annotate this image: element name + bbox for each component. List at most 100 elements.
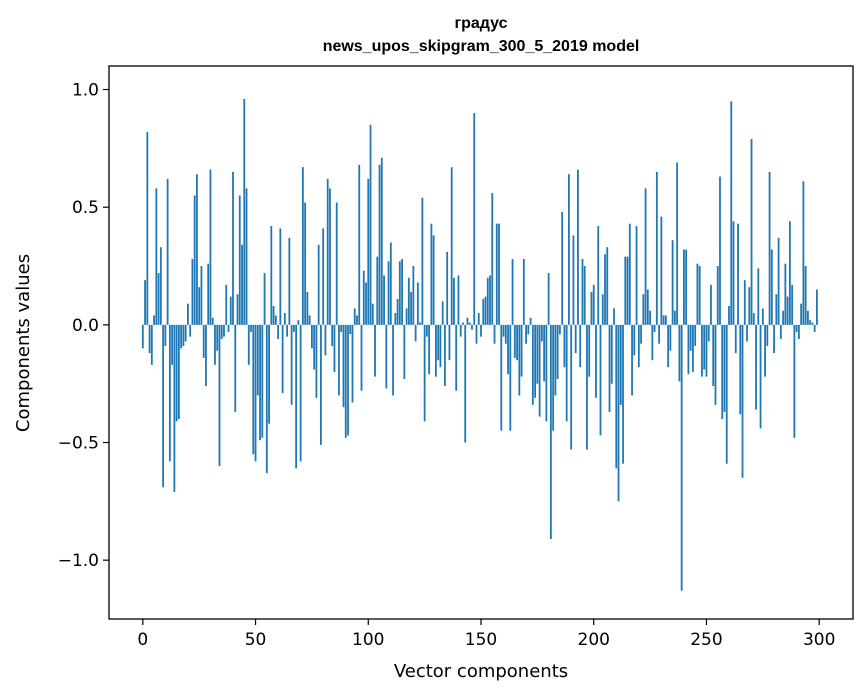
bar	[304, 202, 307, 325]
y-tick-label: −0.5	[58, 434, 99, 454]
bar	[236, 294, 239, 325]
bar	[678, 324, 681, 382]
bar	[750, 138, 753, 325]
bar	[493, 324, 496, 344]
x-tick-label: 100	[352, 630, 384, 650]
bar	[601, 294, 604, 325]
bar	[166, 178, 169, 325]
bar	[450, 167, 453, 325]
bar	[642, 294, 645, 325]
x-tick-label: 50	[245, 630, 267, 650]
bar	[581, 258, 584, 325]
bar	[419, 322, 422, 325]
bar	[714, 324, 717, 405]
bar	[462, 322, 464, 325]
bar	[265, 324, 268, 474]
bar	[613, 308, 615, 325]
bar	[507, 324, 509, 375]
bar	[398, 261, 401, 325]
bar	[326, 178, 329, 325]
bar	[698, 266, 701, 325]
bar	[385, 324, 388, 389]
bar	[628, 223, 631, 325]
bar	[775, 294, 778, 325]
bar	[155, 188, 158, 325]
bar	[522, 258, 525, 325]
bar	[223, 324, 225, 337]
bar	[705, 324, 708, 377]
bar	[509, 324, 512, 431]
bar	[184, 324, 187, 342]
chart-subtitle: news_upos_skipgram_300_5_2019 model	[323, 38, 640, 55]
bar	[813, 324, 816, 332]
bar	[730, 101, 733, 325]
bar	[351, 324, 354, 403]
bar	[365, 282, 367, 325]
bar	[317, 244, 320, 325]
bar	[202, 324, 205, 358]
bar	[773, 324, 775, 354]
bar	[313, 324, 316, 370]
bar	[347, 324, 349, 436]
bar	[315, 324, 318, 398]
bar	[324, 324, 327, 356]
bar	[540, 324, 543, 342]
bar	[590, 291, 593, 325]
bar	[288, 237, 291, 325]
bar	[473, 113, 476, 325]
bar	[383, 275, 385, 325]
bar	[311, 324, 313, 349]
bar	[295, 324, 298, 469]
bar	[619, 324, 622, 405]
bar	[247, 324, 250, 365]
bar	[283, 313, 286, 325]
bar	[667, 324, 670, 368]
bar	[748, 287, 751, 325]
bar	[586, 324, 588, 450]
bar	[710, 284, 712, 325]
bar	[274, 315, 277, 325]
bar	[802, 181, 805, 325]
bar	[651, 324, 654, 361]
bar	[563, 324, 566, 368]
bar	[306, 291, 309, 325]
bar	[741, 324, 744, 478]
bar	[676, 162, 679, 325]
bar	[196, 174, 198, 325]
bar	[534, 324, 537, 398]
bar	[795, 324, 798, 332]
bar	[559, 324, 561, 335]
bar	[732, 221, 735, 325]
bar	[168, 324, 171, 462]
bar	[396, 298, 399, 325]
bar	[189, 324, 192, 337]
bar	[299, 324, 302, 462]
bar	[631, 324, 633, 396]
y-tick-label: −1.0	[58, 551, 99, 571]
bar	[268, 324, 270, 424]
bar	[392, 324, 394, 396]
bar	[216, 324, 219, 351]
bar	[270, 226, 273, 325]
bar	[162, 324, 165, 488]
bar	[439, 324, 442, 368]
bar	[227, 324, 230, 332]
bar	[556, 324, 559, 379]
bar	[595, 324, 597, 398]
bar	[543, 324, 546, 382]
bar	[764, 324, 766, 377]
bar	[664, 315, 667, 325]
bar	[655, 171, 658, 325]
bar	[669, 324, 672, 351]
bar	[250, 324, 252, 332]
bar	[297, 320, 300, 325]
bar	[157, 273, 160, 325]
bar	[342, 324, 345, 408]
x-tick-label: 250	[690, 630, 722, 650]
bar	[207, 263, 210, 325]
bar	[340, 324, 343, 332]
bar	[425, 324, 428, 337]
y-tick-label: 0.0	[72, 316, 99, 336]
bar	[777, 237, 780, 325]
bar	[338, 324, 340, 396]
